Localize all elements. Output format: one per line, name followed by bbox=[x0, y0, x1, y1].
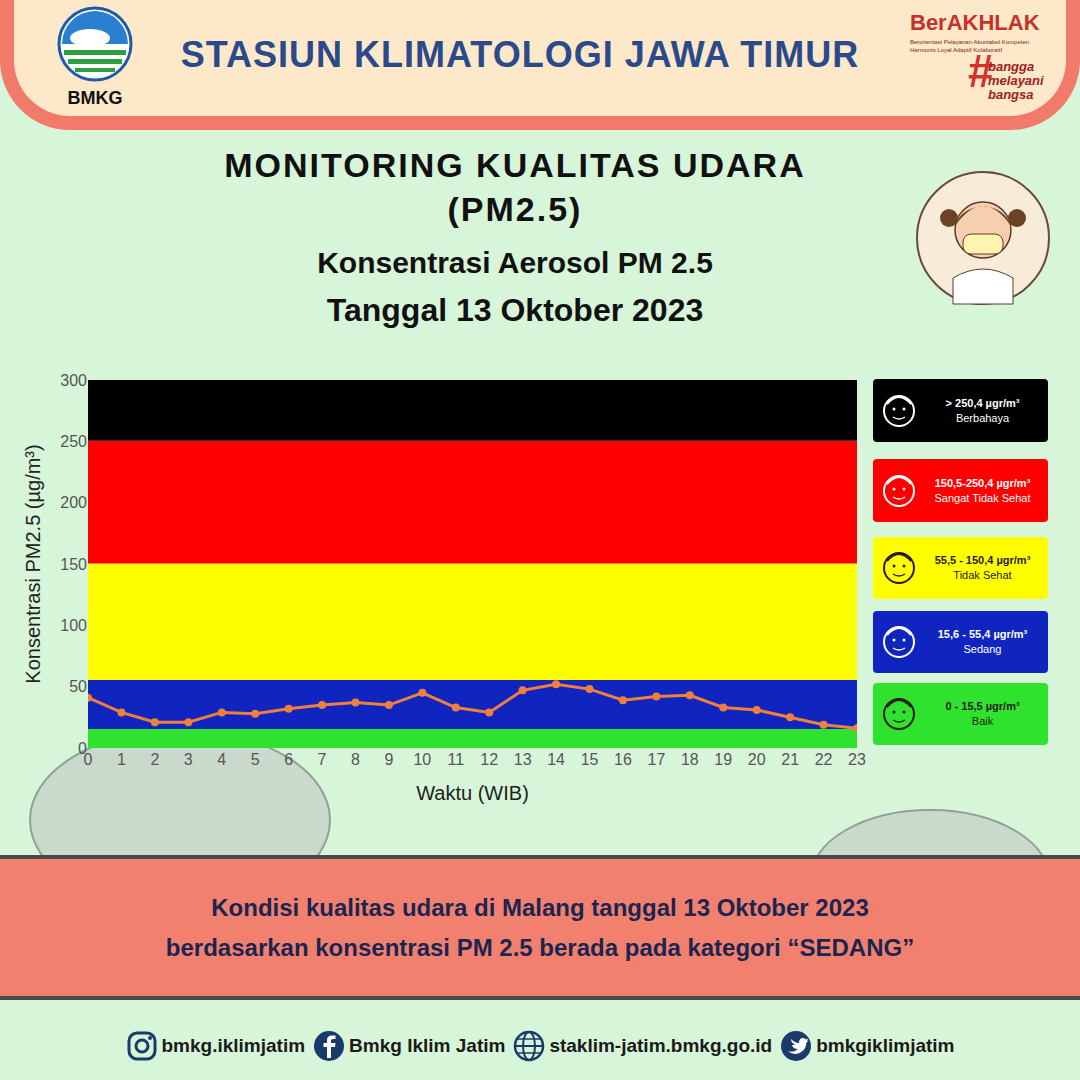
svg-text:0: 0 bbox=[78, 740, 87, 757]
svg-text:250: 250 bbox=[60, 433, 87, 450]
svg-text:9: 9 bbox=[384, 751, 393, 768]
svg-text:15: 15 bbox=[581, 751, 599, 768]
html-text:BerAKHLAK: BerAKHLAK bbox=[910, 10, 1040, 35]
html-text:bangsa: bangsa bbox=[988, 87, 1034, 102]
svg-text:300: 300 bbox=[60, 372, 87, 389]
svg-text:1: 1 bbox=[117, 751, 126, 768]
html-text:15,6 - 55,4 µgr/m³: 15,6 - 55,4 µgr/m³ bbox=[937, 628, 1028, 640]
html-text:bmkgiklimjatim: bmkgiklimjatim bbox=[816, 1035, 955, 1056]
svg-text:14: 14 bbox=[547, 751, 565, 768]
html-text:Sangat Tidak Sehat: Sangat Tidak Sehat bbox=[934, 491, 1031, 504]
html-text:MONITORING KUALITAS UDARA: MONITORING KUALITAS UDARA bbox=[224, 146, 806, 184]
html-text:Konsentrasi Aerosol PM 2.5: Konsentrasi Aerosol PM 2.5 bbox=[317, 246, 713, 279]
html-text:> 250,4 µgr/m³: > 250,4 µgr/m³ bbox=[945, 396, 1020, 409]
html-text:berdasarkan konsentrasi PM 2.5: berdasarkan konsentrasi PM 2.5 berada pa… bbox=[165, 933, 915, 961]
html-text:Tanggal 13 Oktober 2023: Tanggal 13 Oktober 2023 bbox=[326, 292, 704, 328]
svg-text:4: 4 bbox=[217, 751, 226, 768]
html-text:150,5-250,4 µgr/m³: 150,5-250,4 µgr/m³ bbox=[934, 476, 1031, 489]
svg-text:Konsentrasi PM2.5 (µg/m³): Konsentrasi PM2.5 (µg/m³) bbox=[22, 444, 44, 683]
svg-text:150: 150 bbox=[60, 556, 87, 573]
svg-text:12: 12 bbox=[480, 751, 498, 768]
svg-text:0: 0 bbox=[84, 751, 93, 768]
svg-text:16: 16 bbox=[614, 751, 632, 768]
html-text:STASIUN KLIMATOLOGI JAWA TIMUR: STASIUN KLIMATOLOGI JAWA TIMUR bbox=[180, 34, 860, 75]
html-text:Sedang: Sedang bbox=[963, 643, 1002, 655]
svg-text:22: 22 bbox=[815, 751, 833, 768]
svg-text:7: 7 bbox=[318, 751, 327, 768]
html-text:Bmkg Iklim Jatim: Bmkg Iklim Jatim bbox=[349, 1035, 506, 1056]
html-text:bangga: bangga bbox=[988, 59, 1035, 74]
svg-text:21: 21 bbox=[781, 751, 799, 768]
svg-text:200: 200 bbox=[60, 494, 87, 511]
html-text:Tidak Sehat: Tidak Sehat bbox=[953, 569, 1012, 581]
svg-text:20: 20 bbox=[748, 751, 766, 768]
html-text:staklim-jatim.bmkg.go.id: staklim-jatim.bmkg.go.id bbox=[549, 1035, 773, 1056]
svg-text:3: 3 bbox=[184, 751, 193, 768]
html-text:0 - 15,5 µgr/m³: 0 - 15,5 µgr/m³ bbox=[945, 700, 1020, 712]
svg-text:19: 19 bbox=[714, 751, 732, 768]
html-text:55,5 - 150,4 µgr/m³: 55,5 - 150,4 µgr/m³ bbox=[934, 554, 1031, 566]
svg-text:17: 17 bbox=[647, 751, 665, 768]
svg-text:50: 50 bbox=[69, 678, 87, 695]
html-text:Berorientasi Pelayanan Akuntab: Berorientasi Pelayanan Akuntabel Kompete… bbox=[910, 39, 1030, 53]
html-text:Kondisi kualitas udara di Mala: Kondisi kualitas udara di Malang tanggal… bbox=[211, 893, 869, 921]
svg-text:Waktu (WIB): Waktu (WIB) bbox=[416, 782, 529, 804]
svg-text:23: 23 bbox=[848, 751, 866, 768]
svg-text:8: 8 bbox=[351, 751, 360, 768]
html-text:(PM2.5): (PM2.5) bbox=[447, 190, 583, 228]
svg-text:6: 6 bbox=[284, 751, 293, 768]
svg-text:11: 11 bbox=[447, 751, 464, 768]
html-text:Baik: Baik bbox=[971, 715, 994, 727]
svg-text:2: 2 bbox=[150, 751, 159, 768]
html-text:BMKG: BMKG bbox=[67, 88, 123, 108]
svg-text:13: 13 bbox=[514, 751, 532, 768]
html-text:melayani: melayani bbox=[988, 73, 1044, 88]
svg-text:18: 18 bbox=[681, 751, 699, 768]
html-text:bmkg.iklimjatim: bmkg.iklimjatim bbox=[161, 1035, 306, 1056]
svg-text:100: 100 bbox=[60, 617, 87, 634]
svg-text:10: 10 bbox=[413, 751, 431, 768]
svg-text:5: 5 bbox=[251, 751, 260, 768]
html-text:Berbahaya: Berbahaya bbox=[955, 411, 1010, 424]
